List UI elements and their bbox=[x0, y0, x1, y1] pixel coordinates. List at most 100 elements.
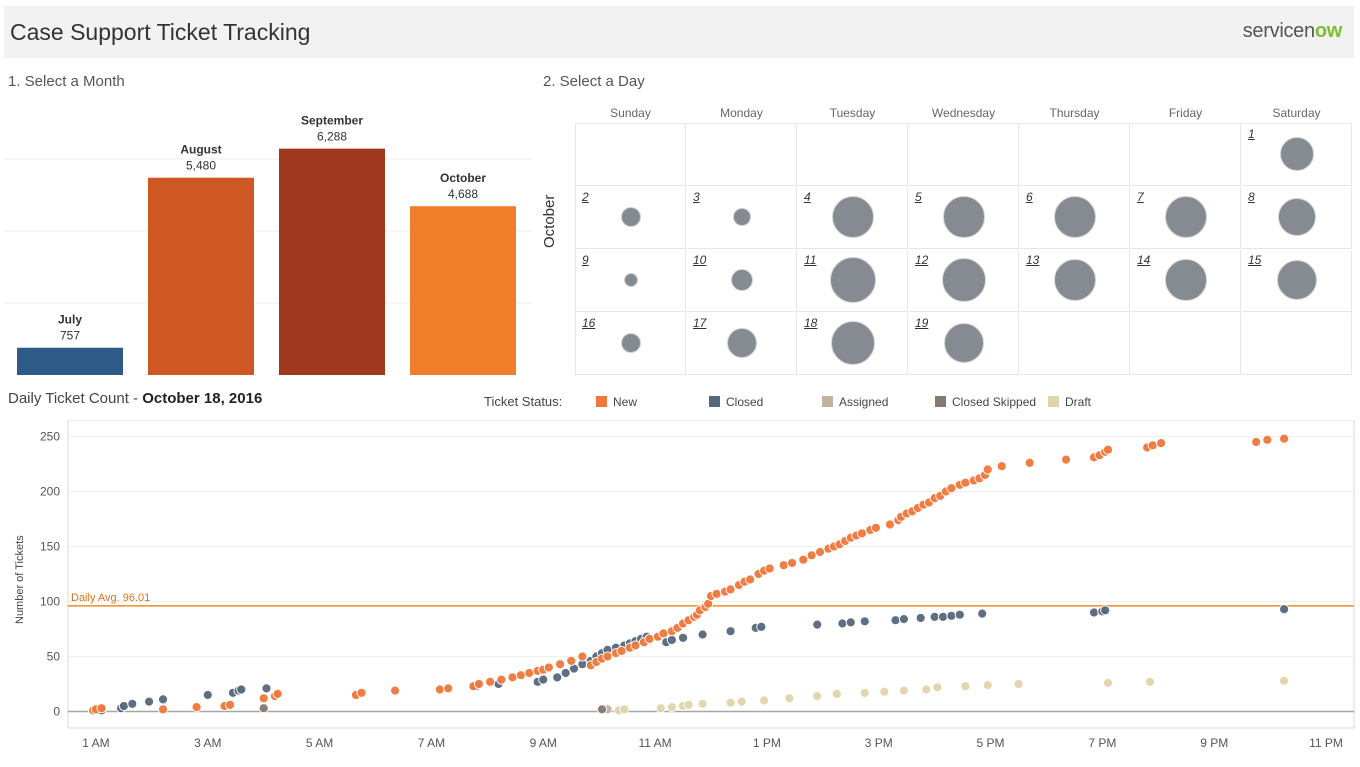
day-calendar[interactable]: Sunday Monday Tuesday Wednesday Thursday Frid… bbox=[575, 103, 1354, 376]
point-new[interactable] bbox=[1102, 444, 1114, 455]
calendar-day-volume-dot[interactable] bbox=[621, 207, 641, 227]
point-draft[interactable] bbox=[879, 686, 890, 697]
point-new[interactable] bbox=[434, 684, 445, 695]
point-new[interactable] bbox=[473, 678, 485, 690]
calendar-day-cell[interactable]: 9 bbox=[576, 250, 686, 312]
calendar-day-volume-dot[interactable] bbox=[623, 272, 639, 288]
point-draft[interactable] bbox=[982, 680, 993, 691]
point-new[interactable] bbox=[798, 554, 809, 565]
point-new[interactable] bbox=[658, 628, 669, 639]
point-new[interactable] bbox=[258, 693, 269, 704]
point-closed-skipped[interactable] bbox=[258, 703, 269, 714]
point-closed[interactable] bbox=[929, 611, 940, 622]
calendar-day-number[interactable]: 15 bbox=[1248, 253, 1262, 267]
calendar-day-cell[interactable]: 13 bbox=[1020, 250, 1130, 312]
point-closed[interactable] bbox=[837, 618, 848, 629]
point-new[interactable] bbox=[1147, 440, 1158, 451]
calendar-day-cell[interactable]: 1 bbox=[1242, 124, 1352, 186]
point-draft[interactable] bbox=[697, 698, 708, 709]
point-new[interactable] bbox=[1024, 457, 1035, 469]
calendar-day-number[interactable]: 11 bbox=[804, 253, 817, 267]
point-new[interactable] bbox=[806, 550, 817, 561]
calendar-day-volume-dot[interactable] bbox=[943, 196, 985, 238]
point-draft[interactable] bbox=[683, 699, 694, 710]
calendar-day-cell[interactable]: 10 bbox=[687, 250, 797, 312]
point-closed[interactable] bbox=[127, 698, 138, 709]
point-draft[interactable] bbox=[898, 685, 910, 696]
calendar-day-volume-dot[interactable] bbox=[1053, 258, 1097, 302]
point-closed[interactable] bbox=[261, 683, 272, 694]
point-closed[interactable] bbox=[898, 614, 910, 625]
point-new[interactable] bbox=[1060, 454, 1072, 465]
point-new[interactable] bbox=[191, 702, 202, 713]
point-new[interactable] bbox=[814, 546, 826, 558]
point-new[interactable] bbox=[443, 683, 454, 694]
calendar-day-volume-dot[interactable] bbox=[1164, 195, 1208, 239]
point-draft[interactable] bbox=[1102, 677, 1114, 688]
calendar-day-number[interactable]: 7 bbox=[1137, 190, 1144, 204]
point-new[interactable] bbox=[485, 676, 496, 687]
point-new[interactable] bbox=[711, 588, 722, 599]
point-new[interactable] bbox=[1251, 436, 1262, 448]
daily-scatter-svg[interactable]: 0 50 100 150 200 250 1 AM 3 AM 5 AM 7 AM 9 AM 11 AM… bbox=[0, 420, 1360, 767]
calendar-day-number[interactable]: 13 bbox=[1026, 253, 1040, 267]
point-closed[interactable] bbox=[143, 696, 155, 707]
month-bar-chart[interactable]: July 757 August 5,480 September 6,288 October 4… bbox=[4, 103, 532, 376]
point-closed[interactable] bbox=[236, 684, 247, 695]
point-new[interactable] bbox=[577, 651, 588, 662]
calendar-day-cell[interactable]: 15 bbox=[1242, 250, 1352, 312]
point-draft[interactable] bbox=[812, 691, 823, 702]
calendar-day-cell[interactable]: 4 bbox=[798, 187, 908, 249]
point-new[interactable] bbox=[524, 667, 535, 679]
calendar-day-number[interactable]: 16 bbox=[582, 316, 596, 330]
point-closed[interactable] bbox=[697, 629, 708, 640]
point-closed[interactable] bbox=[946, 610, 957, 621]
point-new[interactable] bbox=[725, 584, 736, 595]
bar-september[interactable] bbox=[279, 148, 385, 375]
point-closed[interactable] bbox=[552, 672, 563, 683]
point-new[interactable] bbox=[778, 560, 789, 571]
point-closed[interactable] bbox=[937, 611, 949, 622]
point-new[interactable] bbox=[602, 651, 613, 662]
point-closed[interactable] bbox=[1100, 605, 1111, 616]
legend-item[interactable]: Closed Skipped bbox=[935, 395, 1036, 409]
point-closed[interactable] bbox=[977, 608, 988, 619]
point-new[interactable] bbox=[960, 477, 971, 488]
point-new[interactable] bbox=[786, 557, 798, 569]
point-new[interactable] bbox=[96, 703, 107, 714]
point-draft[interactable] bbox=[666, 702, 677, 713]
point-new[interactable] bbox=[996, 461, 1007, 472]
point-new[interactable] bbox=[507, 672, 518, 683]
calendar-day-cell[interactable]: 11 bbox=[798, 250, 908, 312]
point-new[interactable] bbox=[644, 633, 655, 644]
calendar-day-number[interactable]: 4 bbox=[804, 190, 811, 204]
calendar-day-number[interactable]: 19 bbox=[915, 316, 929, 330]
calendar-day-number[interactable]: 14 bbox=[1137, 253, 1151, 267]
point-new[interactable] bbox=[1262, 434, 1273, 445]
point-new[interactable] bbox=[157, 704, 169, 715]
calendar-day-cell[interactable]: 3 bbox=[687, 187, 797, 249]
point-closed[interactable] bbox=[859, 616, 870, 627]
calendar-day-number[interactable]: 1 bbox=[1248, 127, 1255, 141]
point-closed[interactable] bbox=[157, 694, 169, 705]
point-draft[interactable] bbox=[1013, 678, 1024, 690]
point-draft[interactable] bbox=[784, 693, 795, 704]
calendar-day-number[interactable]: 3 bbox=[693, 190, 700, 204]
point-closed[interactable] bbox=[538, 674, 549, 685]
calendar-day-cell[interactable]: 7 bbox=[1131, 187, 1241, 249]
point-closed-skipped[interactable] bbox=[596, 704, 608, 715]
calendar-day-volume-dot[interactable] bbox=[726, 327, 758, 359]
point-new[interactable] bbox=[515, 670, 526, 681]
calendar-day-volume-dot[interactable] bbox=[941, 257, 987, 303]
legend-item[interactable]: New bbox=[596, 395, 637, 409]
point-new[interactable] bbox=[543, 662, 554, 673]
point-new[interactable] bbox=[389, 685, 401, 696]
point-draft[interactable] bbox=[960, 681, 971, 692]
calendar-day-cell[interactable]: 8 bbox=[1242, 187, 1352, 249]
point-closed[interactable] bbox=[845, 617, 856, 628]
legend-item[interactable]: Closed bbox=[709, 395, 763, 409]
point-draft[interactable] bbox=[619, 704, 630, 715]
point-new[interactable] bbox=[745, 574, 756, 585]
point-closed[interactable] bbox=[915, 612, 926, 624]
legend-item[interactable]: Draft bbox=[1048, 395, 1091, 409]
